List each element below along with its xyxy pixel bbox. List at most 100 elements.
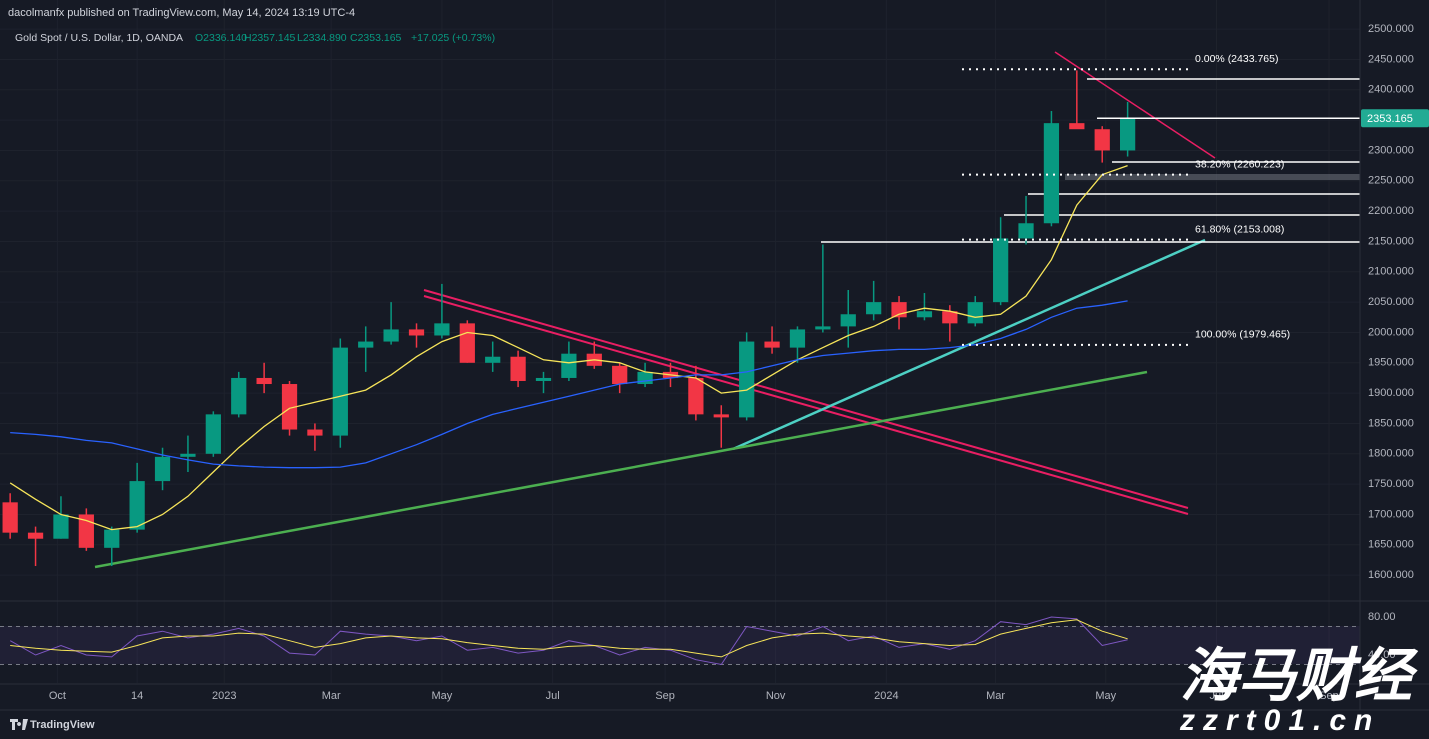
candle-body [815, 326, 831, 330]
candle-body [2, 502, 18, 533]
last-price-tag [1361, 109, 1429, 128]
line-series [10, 300, 1128, 469]
candle-body [129, 481, 145, 530]
candle-body [27, 532, 44, 539]
x-tick-label: May [432, 690, 453, 702]
fib-label: 38.20% (2260.223) [1195, 158, 1284, 170]
low: L2334.890 [297, 32, 347, 44]
change: +17.025 (+0.73%) [411, 32, 495, 44]
candle-body [713, 414, 729, 418]
symbol: Gold Spot / U.S. Dollar, 1D, OANDA [15, 32, 183, 44]
candle-body [739, 341, 755, 418]
candle-body [1120, 118, 1136, 151]
candle-body [916, 311, 933, 318]
candle-body [840, 314, 856, 327]
x-tick-label: Mar [986, 690, 1005, 702]
y-tick-label: 1950.000 [1368, 357, 1414, 369]
candle-body [1043, 123, 1060, 224]
x-tick-label: Oct [49, 690, 66, 702]
candle-body [383, 329, 399, 342]
candle-body [408, 329, 425, 336]
candle-body [485, 356, 501, 363]
last-price-label: 2353.165 [1367, 113, 1413, 125]
y-tick-label: 2450.000 [1368, 53, 1414, 65]
y-tick-label: 2250.000 [1368, 175, 1414, 187]
x-tick-label: Jul [546, 690, 560, 702]
x-tick-label: 2023 [212, 690, 236, 702]
line-series [10, 619, 1128, 658]
x-tick-label: 2024 [874, 690, 898, 702]
candle-body [154, 456, 171, 482]
candle-body [205, 414, 221, 454]
y-tick-label: 1650.000 [1368, 539, 1414, 551]
candle-body [78, 514, 94, 548]
line-series [9, 164, 1128, 531]
y-tick-label: 2300.000 [1368, 144, 1414, 156]
y-tick-label: 80.00 [1368, 611, 1396, 623]
trendline [94, 370, 1148, 569]
x-tick-label: Nov [766, 690, 786, 702]
candle-body [891, 302, 907, 318]
candle-body [53, 514, 69, 539]
candle-body [764, 341, 780, 348]
candle-body [789, 329, 806, 348]
candle-body [1069, 123, 1085, 130]
high: H2357.145 [244, 32, 296, 44]
y-tick-label: 1750.000 [1368, 478, 1414, 490]
zone [1065, 174, 1360, 180]
trendline [423, 289, 1189, 509]
candle-body [1018, 223, 1034, 239]
candle-body [866, 302, 882, 315]
candle-body [612, 365, 628, 385]
y-tick-label: 2000.000 [1368, 326, 1414, 338]
candle-body [688, 377, 704, 415]
candle-body [459, 323, 475, 363]
open: O2336.140 [195, 32, 247, 44]
y-tick-label: 2500.000 [1368, 23, 1414, 35]
candle-body [281, 384, 298, 430]
axes: 1600.000 1650.000 1700.000 1750.000 1800.000… [49, 23, 1429, 702]
y-tick-label: 1900.000 [1368, 387, 1414, 399]
candle-body [231, 377, 247, 415]
line-series [9, 616, 1128, 666]
fib-label: 100.00% (1979.465) [1195, 329, 1290, 341]
candle-body [434, 323, 450, 336]
candle-body [180, 453, 196, 457]
y-tick-label: 2200.000 [1368, 205, 1414, 217]
x-tick-label: Sep [655, 690, 675, 702]
x-tick-label: 14 [131, 690, 143, 702]
candle-body [993, 238, 1009, 303]
candle-body [510, 356, 526, 381]
y-tick-label: 2150.000 [1368, 235, 1414, 247]
publisher: dacolmanfx published on TradingView.com,… [8, 7, 355, 19]
y-tick-label: 1600.000 [1368, 569, 1414, 581]
trendline [423, 295, 1189, 515]
y-tick-label: 40.00 [1368, 649, 1396, 661]
y-tick-label: 2100.000 [1368, 266, 1414, 278]
logo-text: TradingView [30, 719, 95, 731]
fib-label: 0.00% (2433.765) [1195, 53, 1278, 65]
x-tick-label: Mar [322, 690, 341, 702]
candle-body [942, 311, 958, 324]
watermark-site: zzrt01.cn [1179, 704, 1380, 737]
drawings [94, 51, 1360, 569]
candle-body [307, 429, 323, 436]
x-tick-label: Jul [1209, 690, 1223, 702]
candle-body [967, 302, 983, 324]
logo-icon [10, 719, 28, 730]
y-tick-label: 1700.000 [1368, 508, 1414, 520]
close: C2353.165 [350, 32, 402, 44]
candle-body [535, 377, 552, 381]
plot: 0.00% (2433.765) 38.20% (2260.223) 61.80% … [0, 53, 1360, 666]
x-tick-label: Sep [1319, 690, 1339, 702]
x-tick-label: May [1095, 690, 1116, 702]
candle-body [256, 377, 272, 385]
watermark-title: 海马财经 [1180, 643, 1419, 708]
y-tick-label: 2050.000 [1368, 296, 1414, 308]
candle-body [561, 353, 577, 378]
y-tick-label: 2400.000 [1368, 84, 1414, 96]
fib-label: 61.80% (2153.008) [1195, 223, 1284, 235]
y-tick-label: 1850.000 [1368, 417, 1414, 429]
